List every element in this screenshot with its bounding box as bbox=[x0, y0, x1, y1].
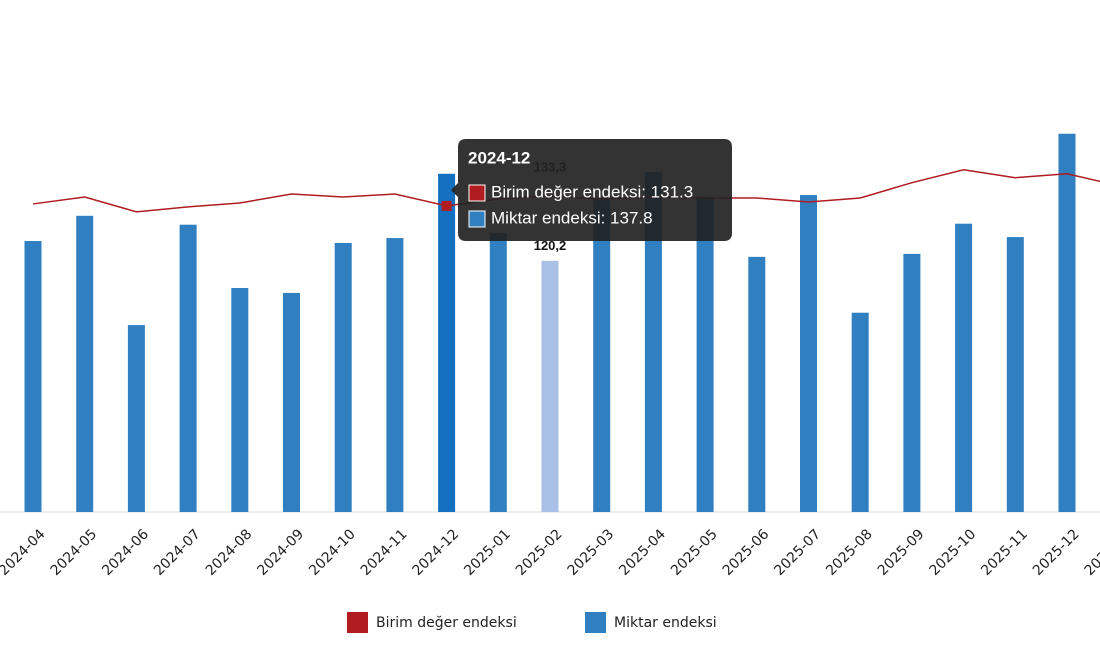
legend-label: Miktar endeksi bbox=[614, 615, 717, 631]
bar bbox=[231, 288, 249, 512]
x-tick-label: 2024-05 bbox=[48, 526, 101, 579]
bar bbox=[489, 233, 507, 512]
bar bbox=[800, 195, 817, 512]
bar bbox=[851, 312, 869, 512]
legend-swatch bbox=[585, 612, 606, 633]
x-tick-label: 2024-06 bbox=[99, 526, 152, 579]
x-tick-label: 2024-11 bbox=[358, 526, 411, 579]
bar bbox=[644, 171, 662, 512]
tooltip-item: Birim değer endeksi: 131.3 bbox=[491, 182, 693, 201]
bar bbox=[955, 223, 973, 512]
x-tick-label: 2024-04 bbox=[0, 526, 49, 579]
x-tick-label: 2024-09 bbox=[254, 526, 307, 579]
data-label: 120,2 bbox=[534, 238, 567, 253]
x-tick-label: 2025-04 bbox=[616, 526, 669, 579]
hover-marker bbox=[441, 200, 452, 211]
x-tick-label: 2025-03 bbox=[565, 526, 618, 579]
x-tick-label: 2025-09 bbox=[875, 526, 928, 579]
bar bbox=[24, 241, 42, 512]
legend-label: Birim değer endeksi bbox=[376, 615, 517, 631]
x-tick-label: 2026-01 bbox=[1082, 526, 1100, 579]
x-tick-label: 2025-05 bbox=[668, 526, 721, 579]
bar bbox=[696, 197, 714, 513]
bar bbox=[748, 256, 766, 512]
bar bbox=[386, 238, 404, 513]
x-tick-label: 2025-06 bbox=[720, 526, 773, 579]
x-tick-label: 2024-12 bbox=[410, 526, 463, 579]
tooltip-item: Miktar endeksi: 137.8 bbox=[491, 208, 653, 227]
bar bbox=[541, 260, 559, 512]
tooltip-swatch bbox=[468, 210, 486, 228]
x-tick-label: 2025-10 bbox=[927, 526, 980, 579]
x-tick-label: 2025-12 bbox=[1030, 526, 1083, 579]
bar bbox=[179, 224, 197, 512]
tooltip-title: 2024-12 bbox=[468, 148, 530, 167]
bar bbox=[76, 215, 94, 513]
bar bbox=[1058, 133, 1076, 512]
bar bbox=[334, 243, 352, 513]
x-tick-label: 2024-10 bbox=[306, 526, 359, 579]
legend-swatch bbox=[347, 612, 368, 633]
bar bbox=[283, 292, 300, 512]
x-tick-label: 2024-07 bbox=[151, 526, 204, 579]
bar bbox=[593, 198, 611, 513]
x-tick-label: 2025-11 bbox=[978, 526, 1031, 579]
x-tick-label: 2025-02 bbox=[513, 526, 566, 579]
tooltip-box bbox=[451, 139, 732, 241]
bar bbox=[1006, 237, 1024, 513]
x-tick-label: 2024-08 bbox=[203, 526, 256, 579]
x-tick-label: 2025-01 bbox=[461, 526, 514, 579]
bar bbox=[903, 253, 921, 512]
tooltip-swatch bbox=[468, 184, 486, 202]
x-tick-label: 2025-07 bbox=[771, 526, 824, 579]
tooltip: 2024-12 Birim değer endeksi: 131.3 Miktar … bbox=[451, 139, 732, 241]
bar bbox=[127, 325, 145, 512]
bar bbox=[438, 173, 456, 512]
x-tick-label: 2025-08 bbox=[823, 526, 876, 579]
